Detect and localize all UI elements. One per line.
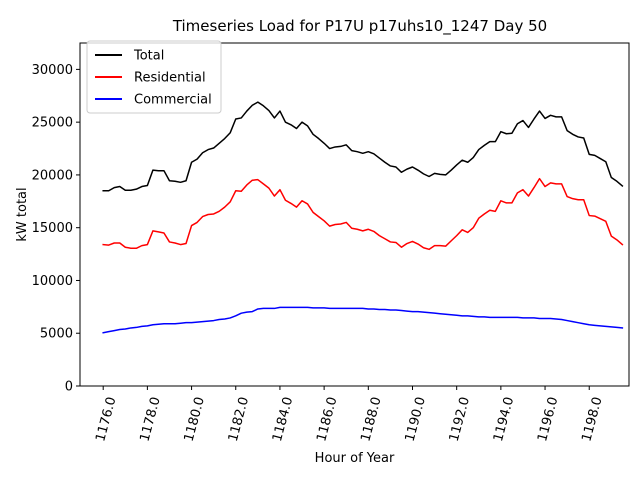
x-axis-label: Hour of Year — [315, 451, 395, 466]
y-tick-label: 5000 — [40, 327, 73, 342]
y-tick-label: 20000 — [32, 168, 73, 183]
legend-label-residential: Residential — [134, 71, 206, 86]
y-tick-label: 25000 — [32, 116, 73, 131]
legend-label-commercial: Commercial — [134, 93, 212, 108]
chart-title: Timeseries Load for P17U p17uhs10_1247 D… — [172, 17, 547, 36]
y-tick-label: 30000 — [32, 63, 73, 78]
legend-frame — [86, 40, 222, 114]
axes-frame — [79, 42, 630, 387]
y-tick-label: 0 — [65, 380, 73, 395]
series-line-residential — [102, 177, 624, 251]
legend: Total Residential Commercial — [86, 40, 222, 114]
y-tick-label: 10000 — [32, 274, 73, 289]
y-tick-label: 15000 — [32, 221, 73, 236]
series-line-commercial — [102, 306, 624, 334]
series-line-total — [102, 101, 624, 192]
series-layer — [102, 101, 624, 334]
y-axis-label: kW total — [15, 187, 30, 241]
legend-label-total: Total — [133, 49, 164, 64]
